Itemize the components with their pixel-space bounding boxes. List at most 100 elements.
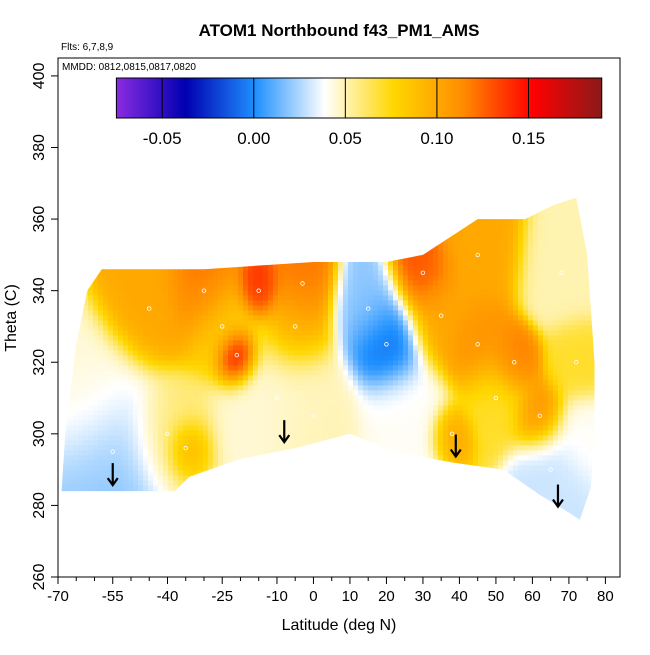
heatmap-cell xyxy=(408,475,414,481)
heatmap-cell xyxy=(88,330,94,336)
heatmap-cell xyxy=(208,285,214,291)
heatmap-cell xyxy=(238,495,244,501)
heatmap-cell xyxy=(73,265,79,271)
heatmap-cell xyxy=(368,295,374,301)
heatmap-cell xyxy=(118,190,123,195)
heatmap-cell xyxy=(248,445,254,451)
heatmap-cell xyxy=(398,460,404,466)
heatmap-cell xyxy=(223,205,229,211)
heatmap-cell xyxy=(213,525,218,530)
heatmap-cell xyxy=(208,340,214,346)
heatmap-cell xyxy=(348,255,354,261)
heatmap-cell xyxy=(138,485,144,491)
heatmap-cell xyxy=(353,300,359,306)
heatmap-cell xyxy=(63,455,69,461)
heatmap-cell xyxy=(133,210,139,216)
heatmap-cell xyxy=(148,300,154,306)
heatmap-cell xyxy=(208,275,214,281)
heatmap-cell xyxy=(113,250,119,256)
heatmap-cell xyxy=(193,240,199,246)
heatmap-cell xyxy=(208,510,214,516)
heatmap-cell xyxy=(173,460,179,466)
heatmap-cell xyxy=(363,400,369,406)
heatmap-cell xyxy=(348,210,354,216)
heatmap-cell xyxy=(253,505,259,511)
heatmap-cell xyxy=(293,205,299,211)
heatmap-cell xyxy=(378,235,384,241)
heatmap-cell xyxy=(233,440,239,446)
heatmap-cell xyxy=(208,470,214,476)
heatmap-cell xyxy=(168,395,174,401)
heatmap-cell xyxy=(373,520,378,525)
heatmap-cell xyxy=(338,525,343,530)
heatmap-cell xyxy=(343,520,348,525)
heatmap-cell xyxy=(143,220,149,226)
heatmap-cell xyxy=(208,500,214,506)
heatmap-cell xyxy=(238,395,244,401)
heatmap-cell xyxy=(303,220,309,226)
heatmap-cell xyxy=(78,490,84,496)
heatmap-cell xyxy=(408,197,414,201)
heatmap-cell xyxy=(223,355,229,361)
heatmap-cell xyxy=(153,340,159,346)
heatmap-cell xyxy=(88,305,94,311)
heatmap-cell xyxy=(228,240,234,246)
heatmap-cell xyxy=(283,270,289,276)
heatmap-cell xyxy=(203,420,209,426)
heatmap-cell xyxy=(353,460,359,466)
heatmap-cell xyxy=(73,410,79,416)
heatmap-cell xyxy=(278,395,284,401)
heatmap-cell xyxy=(188,520,193,525)
heatmap-cell xyxy=(323,365,329,371)
heatmap-cell xyxy=(288,390,294,396)
heatmap-cell xyxy=(268,325,274,331)
heatmap-cell xyxy=(61,210,64,216)
heatmap-cell xyxy=(383,420,389,426)
heatmap-cell xyxy=(263,455,269,461)
heatmap-cell xyxy=(293,515,299,520)
heatmap-cell xyxy=(138,385,144,391)
heatmap-cell xyxy=(203,360,209,366)
heatmap-cell xyxy=(263,380,269,386)
heatmap-cell xyxy=(198,350,204,356)
heatmap-cell xyxy=(188,275,194,281)
heatmap-cell xyxy=(128,505,134,511)
heatmap-cell xyxy=(363,365,369,371)
heatmap-cell xyxy=(228,225,234,231)
heatmap-cell xyxy=(293,355,299,361)
heatmap-cell xyxy=(83,465,89,471)
heatmap-cell xyxy=(298,460,304,466)
heatmap-cell xyxy=(408,465,414,471)
heatmap-cell xyxy=(228,370,234,376)
heatmap-cell xyxy=(323,445,329,451)
heatmap-cell xyxy=(373,250,379,256)
heatmap-cell xyxy=(233,455,239,461)
heatmap-cell xyxy=(228,265,234,271)
heatmap-cell xyxy=(363,270,369,276)
heatmap-cell xyxy=(198,405,204,411)
heatmap-cell xyxy=(203,295,209,301)
heatmap-cell xyxy=(213,280,219,286)
heatmap-cell xyxy=(103,325,109,331)
heatmap-cell xyxy=(88,480,94,486)
heatmap-cell xyxy=(238,445,244,451)
heatmap-cell xyxy=(308,290,314,296)
heatmap-cell xyxy=(393,470,399,476)
heatmap-cell xyxy=(163,365,169,371)
heatmap-cell xyxy=(123,505,129,511)
heatmap-cell xyxy=(188,335,194,341)
heatmap-cell xyxy=(298,400,304,406)
heatmap-cell xyxy=(313,500,319,506)
heatmap-cell xyxy=(158,280,164,286)
heatmap-cell xyxy=(378,420,384,426)
heatmap-cell xyxy=(118,355,124,361)
heatmap-cell xyxy=(298,200,304,206)
heatmap-cell xyxy=(388,490,394,496)
heatmap-cell xyxy=(293,385,299,391)
heatmap-cell xyxy=(323,305,329,311)
heatmap-cell xyxy=(203,190,208,195)
heatmap-cell xyxy=(218,365,224,371)
heatmap-cell xyxy=(333,370,339,376)
heatmap-cell xyxy=(178,197,184,201)
heatmap-cell xyxy=(348,220,354,226)
